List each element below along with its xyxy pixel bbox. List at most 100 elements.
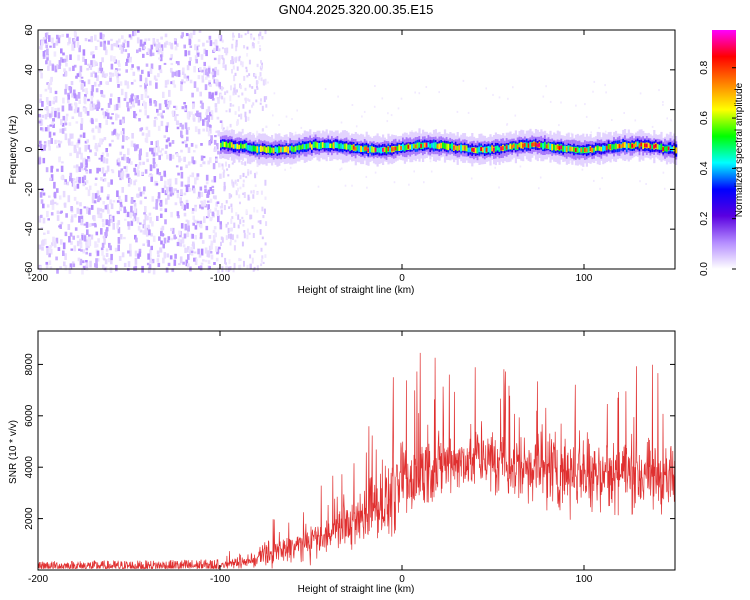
spectrogram-cell [267,146,270,153]
spectrogram-cell [655,143,658,148]
spectrogram-cell [616,144,619,149]
spectrogram-cell [57,112,61,119]
spectrogram-cell [229,266,232,271]
spectrogram-cell [153,147,157,153]
spectrogram-cell [235,41,238,48]
spectrogram-cell [147,130,151,137]
spectrogram-cell [496,145,499,151]
spectrogram-cell [185,143,188,148]
spectrogram-cell [192,222,195,226]
spectrogram-cell [560,145,563,150]
spectrogram-cell [157,146,160,153]
spectrogram-cell [207,106,211,113]
spectrogram-cell [119,81,123,86]
spectrogram-cell [253,73,256,77]
spectrogram-cell [132,31,135,37]
spectrogram-cell [67,92,70,97]
spectrogram-cell [80,162,83,168]
spectrogram-cell [62,115,66,121]
spectrogram-cell [259,31,262,37]
spectrogram-cell [38,120,42,124]
spectrogram-cell [191,208,195,211]
x-tick-label: -200 [28,574,48,585]
spectrogram-cell [243,75,246,81]
spectrogram-cell [235,89,238,93]
spectrogram-cell [168,183,172,188]
spectrogram-cell [117,133,120,137]
spectrogram-cell [95,258,98,265]
spectrogram-cell [261,128,264,132]
spectrogram-cell [187,127,190,130]
spectrogram-cell [180,181,184,187]
spectrogram-cell [38,157,42,164]
spectrogram-cell [111,122,115,125]
spectrogram-cell [55,202,59,206]
spectrogram-cell [185,164,188,169]
spectrogram-cell [217,267,220,273]
spectrogram-cell [292,146,295,153]
spectrogram-cell [575,104,577,107]
spectrogram-cell [256,87,259,90]
spectrogram-cell [171,268,174,272]
spectrogram-cell [223,141,226,148]
y-tick-label: 8000 [24,353,35,376]
spectrogram-cell [230,218,233,224]
spectrogram-cell [221,163,224,167]
spectrogram-cell [57,247,61,251]
spectrogram-cell [580,148,583,153]
spectrogram-cell [205,112,208,116]
spectrogram-cell [604,84,606,87]
spectrogram-cell [69,263,73,270]
spectrogram-cell [400,146,403,150]
spectrogram-cell [259,220,262,225]
spectrogram-cell [76,151,79,159]
spectrogram-cell [94,145,97,150]
spectrogram-cell [191,92,194,98]
spectrogram-cell [234,90,237,95]
spectrogram-cell [185,219,189,222]
spectrogram-cell [159,247,162,253]
spectrogram-cell [283,146,286,153]
spectrogram-cell [134,234,137,240]
spectrogram-cell [181,124,184,130]
spectrogram-cell [201,78,205,83]
spectrogram-cell [207,204,210,210]
spectrogram-cell [589,147,592,151]
spectrogram-cell [133,167,136,172]
spectrogram-cell [72,263,76,268]
spectrogram-cell [110,55,113,62]
spectrogram-cell [174,253,177,259]
spectrogram-cell [79,242,83,249]
spectrogram-cell [620,144,623,149]
spectrogram-cell [84,107,88,114]
spectrogram-cell [209,127,212,134]
spectrogram-cell [242,192,245,195]
spectrogram-cell [324,88,327,90]
spectrogram-cell [84,59,87,65]
spectrogram-cell [591,148,594,153]
spectrogram-cell [430,170,433,173]
spectrogram-cell [343,143,346,150]
spectrogram-cell [129,57,132,63]
spectrogram-cell [336,142,339,149]
spectrogram-cell [169,69,173,72]
spectrogram-cell [176,126,180,130]
spectrogram-cell [221,95,224,100]
spectrogram-cell [396,146,399,151]
spectrogram-cell [83,223,87,226]
spectrogram-cell [86,68,89,71]
spectrogram-cell [173,234,176,240]
spectrogram-cell [445,143,448,150]
spectrogram-cell [227,234,230,239]
spectrogram-cell [149,68,153,74]
spectrogram-cell [255,171,258,175]
spectrogram-cell [127,221,130,227]
spectrogram-cell [250,145,254,152]
spectrogram-cell [186,203,189,209]
spectrogram-cell [365,146,368,151]
spectrogram-cell [506,123,509,126]
spectrogram-cell [117,97,121,104]
spectrogram-cell [225,235,228,241]
spectrogram-cell [44,238,47,245]
spectrogram-cell [492,93,494,96]
